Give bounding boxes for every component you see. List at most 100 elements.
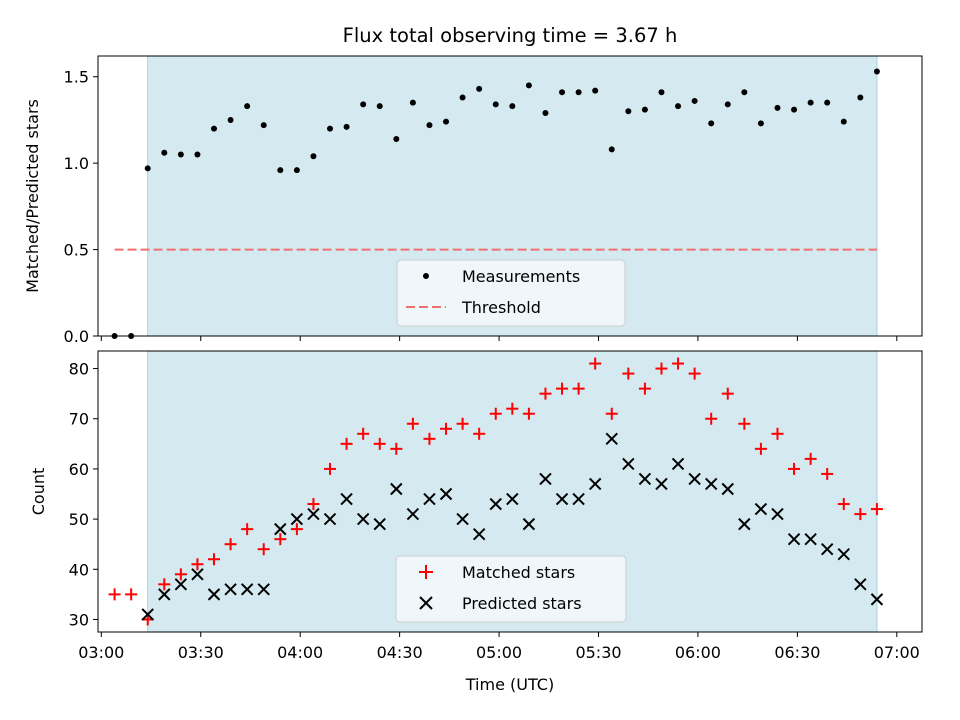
count-y-tick-label: 80 (69, 360, 89, 379)
matched-star-point (241, 523, 254, 536)
predicted-star-point (257, 583, 270, 596)
matched-star-point (638, 382, 651, 395)
count-x-tick-label: 05:00 (476, 643, 522, 662)
matched-star-point (655, 362, 668, 375)
count-y-tick-label: 30 (69, 610, 89, 629)
matched-star-point (870, 503, 883, 516)
predicted-star-point (655, 477, 668, 491)
matched-star-point (754, 442, 767, 455)
predicted-star-point (489, 497, 502, 511)
predicted-star-point (323, 512, 337, 526)
matched-star-point (721, 387, 734, 400)
predicted-star-point (158, 588, 171, 601)
predicted-star-point (423, 492, 436, 506)
predicted-star-point (588, 477, 602, 491)
predicted-star-point (622, 457, 635, 471)
count-x-tick-label: 07:00 (874, 643, 920, 662)
count-x-tick-label: 06:00 (675, 643, 721, 662)
matched-star-point (804, 452, 817, 465)
predicted-star-point (240, 583, 254, 596)
measurement-point (542, 110, 549, 117)
measurement-point (757, 120, 764, 127)
measurement-point (873, 68, 880, 75)
matched-star-point (208, 553, 221, 566)
matched-star-point (324, 462, 337, 475)
measurement-point (144, 165, 151, 172)
matched-star-point (340, 437, 353, 450)
matched-star-point (423, 432, 436, 445)
predicted-star-point (721, 482, 734, 496)
count-x-tick-label: 05:30 (575, 643, 621, 662)
predicted-star-point (522, 517, 536, 531)
matched-star-point (224, 538, 237, 551)
count-legend: Matched stars Predicted stars (395, 555, 627, 623)
predicted-star-point (671, 457, 685, 471)
predicted-star-point (456, 512, 469, 526)
matched-star-point (705, 412, 718, 425)
measurement-point (277, 167, 284, 174)
matched-star-point (672, 357, 685, 370)
measurement-point (492, 101, 499, 108)
measurement-point (575, 89, 582, 96)
predicted-star-point (638, 472, 652, 486)
predicted-star-point (870, 593, 884, 606)
ratio-y-tick-label: 1.5 (64, 68, 89, 87)
count-panel: 30 40 50 60 70 80 03:00 03:30 04:00 04:30 05:00 05:… (29, 350, 923, 694)
ratio-y-tick-label: 0.0 (64, 327, 89, 346)
matched-star-point (738, 417, 751, 430)
count-x-tick-label: 04:30 (377, 643, 423, 662)
matched-star-point (290, 523, 303, 536)
matched-star-point (788, 462, 801, 475)
predicted-star-point (804, 532, 817, 546)
predicted-star-point (787, 532, 801, 546)
chart-title: Flux total observing time = 3.67 h (343, 24, 678, 47)
matched-star-point (589, 357, 602, 370)
predicted-star-point (406, 507, 420, 521)
count-x-tick-label: 06:30 (774, 643, 820, 662)
measurement-point (244, 103, 251, 110)
measurement-point (360, 101, 367, 108)
measurement-point (194, 151, 201, 158)
measurement-point (327, 125, 334, 132)
predicted-star-points (141, 432, 884, 621)
matched-star-point (440, 422, 453, 435)
matched-star-point (257, 543, 270, 556)
count-y-tick-label: 70 (69, 410, 89, 429)
matched-star-point (605, 407, 618, 420)
matched-legend-marker (419, 565, 433, 579)
matched-star-point (572, 382, 585, 395)
count-y-tick-label: 50 (69, 510, 89, 529)
matched-star-point (539, 387, 552, 400)
measurement-point (658, 89, 665, 96)
measurement-point (857, 94, 864, 101)
measurement-point (791, 106, 798, 113)
matched-star-point (307, 498, 320, 511)
measurement-point (459, 94, 466, 101)
matched-star-point (174, 568, 187, 581)
predicted-star-point (207, 588, 221, 601)
matched-star-point (373, 437, 386, 450)
predicted-star-point (340, 492, 353, 506)
matched-star-point (837, 498, 850, 511)
predicted-star-point (174, 578, 188, 591)
measurement-point (525, 82, 532, 89)
measurement-point (211, 125, 218, 132)
predicted-star-point (539, 472, 552, 486)
predicted-star-point (439, 487, 453, 501)
measurement-point (741, 89, 748, 96)
measurement-point (409, 99, 416, 106)
measurement-point (509, 103, 516, 110)
matched-star-point (622, 367, 635, 380)
predicted-star-point (472, 527, 486, 541)
count-x-tick-label: 03:00 (78, 643, 124, 662)
ratio-y-tick-label: 0.5 (64, 241, 89, 260)
matched-star-point (854, 508, 867, 521)
matched-star-point (357, 427, 370, 440)
measurement-point (426, 122, 433, 129)
ratio-legend: Measurements Threshold (396, 259, 626, 327)
measurements-legend-label: Measurements (462, 267, 580, 286)
predicted-star-point (572, 492, 585, 506)
predicted-star-point (854, 578, 867, 591)
matched-star-point (191, 558, 204, 571)
predicted-star-point (290, 512, 304, 526)
